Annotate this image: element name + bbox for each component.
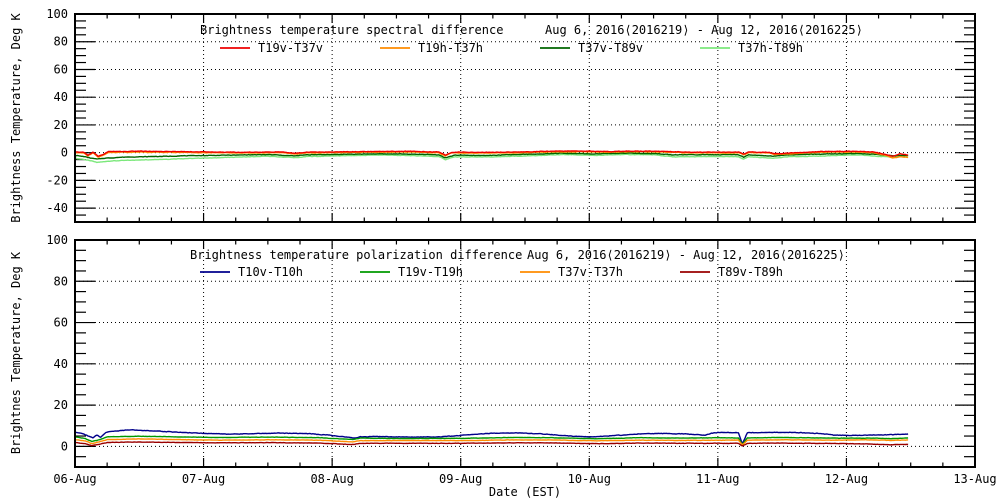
series-line-T89v-T89h <box>75 441 909 447</box>
legend-label-T37v-T89v: T37v-T89v <box>578 41 643 55</box>
series-line-T10v-T10h <box>75 429 909 445</box>
top-plot-y-axis-label: Brightness Temperature, Deg K <box>9 12 23 222</box>
y-tick-label: 100 <box>46 7 68 21</box>
y-tick-label: 60 <box>54 62 68 76</box>
y-tick-label: -20 <box>46 173 68 187</box>
legend-label-T37v-T37h: T37v-T37h <box>558 265 623 279</box>
x-tick-label: 10-Aug <box>568 472 611 486</box>
bottom-plot-y-axis-label: Brightnes Temperature, Deg K <box>9 251 23 454</box>
top-plot-date-range: Aug 6, 2016⟨2016219⟩ - Aug 12, 2016⟨2016… <box>545 23 863 37</box>
y-tick-label: 80 <box>54 35 68 49</box>
y-tick-label: 40 <box>54 90 68 104</box>
top-plot-generated: 100 80 60 40 20 0 -20 -40 T19v-T37v T19h-T37h T37v… <box>46 7 976 223</box>
series-line-T37v-T37h <box>74 438 909 446</box>
y-tick-label: -40 <box>46 201 68 215</box>
bottom-plot-date-range: Aug 6, 2016⟨2016219⟩ - Aug 12, 2016⟨2016… <box>527 248 845 262</box>
x-tick-label: 06-Aug <box>53 472 96 486</box>
legend-label-T10v-T10h: T10v-T10h <box>238 265 303 279</box>
y-tick-label: 60 <box>54 316 68 330</box>
y-tick-label: 20 <box>54 398 68 412</box>
series-line-T19v-T37v <box>74 150 909 158</box>
x-tick-label: 13-Aug <box>953 472 996 486</box>
y-tick-label: 20 <box>54 118 68 132</box>
legend-label-T37h-T89h: T37h-T89h <box>738 41 803 55</box>
bottom-plot-frame <box>74 239 976 468</box>
y-tick-label: 0 <box>61 439 68 453</box>
bottom-plot-generated: 100 80 60 40 20 0 06-Aug 07-Aug 08-Aug 09-Aug 10-A… <box>46 233 996 486</box>
top-plot-frame <box>74 13 976 223</box>
legend-label-T19v-T19h: T19v-T19h <box>398 265 463 279</box>
legend-label-T19h-T37h: T19h-T37h <box>418 41 483 55</box>
series-line-T19v-T19h <box>74 435 909 446</box>
series-line-T37v-T89v <box>74 152 909 160</box>
bottom-plot: 100 80 60 40 20 0 06-Aug 07-Aug 08-Aug 09-Aug 10-A… <box>9 233 997 499</box>
y-tick-label: 0 <box>61 146 68 160</box>
legend-label-T19v-T37v: T19v-T37v <box>258 41 323 55</box>
x-tick-label: 12-Aug <box>825 472 868 486</box>
legend-label-T89v-T89h: T89v-T89h <box>718 265 783 279</box>
y-tick-label: 40 <box>54 357 68 371</box>
top-plot: 100 80 60 40 20 0 -20 -40 T19v-T37v T19h-T37h T37v… <box>9 7 976 223</box>
top-plot-title: Brightness temperature spectral differen… <box>200 23 503 37</box>
y-tick-label: 100 <box>46 233 68 247</box>
bottom-plot-title: Brightness temperature polarization diff… <box>190 248 522 262</box>
x-tick-label: 11-Aug <box>696 472 739 486</box>
x-tick-label: 07-Aug <box>182 472 225 486</box>
series-line-T37h-T89h <box>74 153 909 164</box>
y-tick-label: 80 <box>54 274 68 288</box>
x-tick-label: 08-Aug <box>310 472 353 486</box>
x-axis-title: Date (EST) <box>489 485 561 499</box>
x-tick-label: 09-Aug <box>439 472 482 486</box>
